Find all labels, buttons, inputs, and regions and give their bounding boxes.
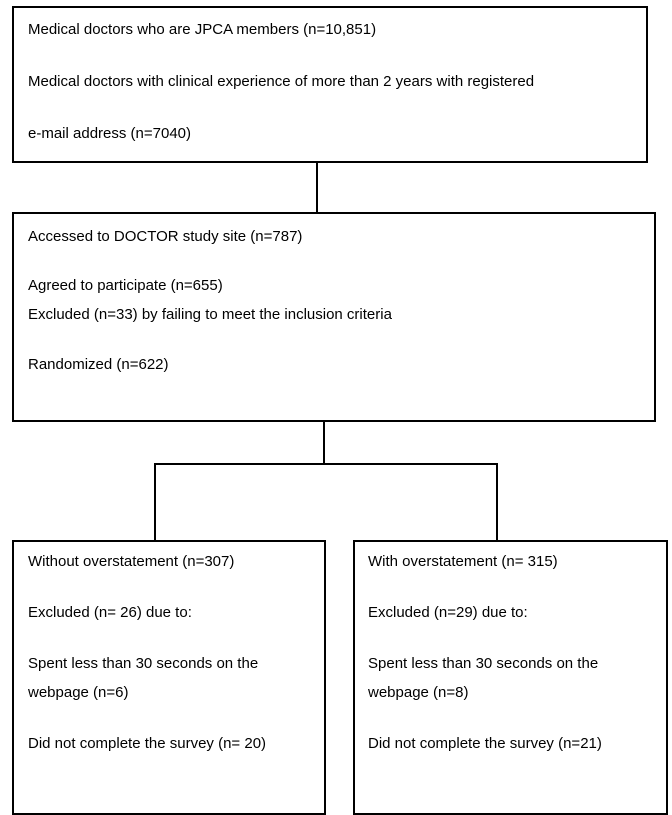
- right-line3: Spent less than 30 seconds on the: [368, 655, 599, 672]
- left-line2: Excluded (n= 26) due to:: [28, 604, 192, 621]
- split-left-drop: [154, 463, 156, 541]
- enrollment-box: [12, 212, 656, 422]
- with-overstatement-box: [353, 540, 668, 815]
- box2-line3: Excluded (n=33) by failing to meet the i…: [28, 306, 392, 323]
- split-horizontal-line: [154, 463, 498, 465]
- right-line2: Excluded (n=29) due to:: [368, 604, 528, 621]
- connector-box1-box2: [316, 163, 318, 213]
- box1-line2: Medical doctors with clinical experience…: [28, 73, 535, 90]
- right-line4: webpage (n=8): [368, 684, 469, 701]
- eligible-population-box: [12, 6, 648, 163]
- right-line1: With overstatement (n= 315): [368, 553, 558, 570]
- left-line1: Without overstatement (n=307): [28, 553, 235, 570]
- split-right-drop: [496, 463, 498, 541]
- left-line4: webpage (n=6): [28, 684, 129, 701]
- right-line5: Did not complete the survey (n=21): [368, 735, 602, 752]
- box2-line2: Agreed to participate (n=655): [28, 277, 223, 294]
- box1-line1: Medical doctors who are JPCA members (n=…: [28, 21, 377, 38]
- left-line5: Did not complete the survey (n= 20): [28, 735, 267, 752]
- box2-line4: Randomized (n=622): [28, 356, 169, 373]
- left-line3: Spent less than 30 seconds on the: [28, 655, 259, 672]
- box2-line1: Accessed to DOCTOR study site (n=787): [28, 228, 303, 245]
- without-overstatement-box: [12, 540, 326, 815]
- connector-box2-split: [323, 422, 325, 464]
- box1-line3: e-mail address (n=7040): [28, 125, 192, 142]
